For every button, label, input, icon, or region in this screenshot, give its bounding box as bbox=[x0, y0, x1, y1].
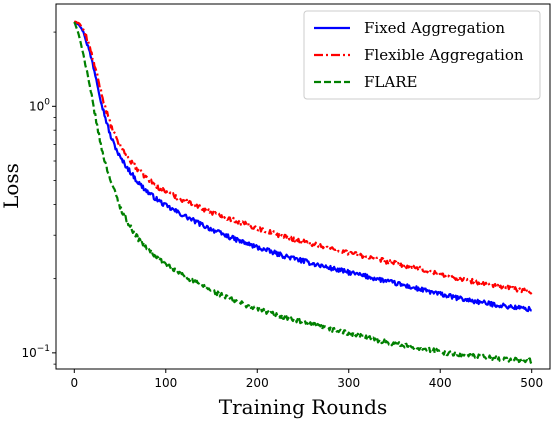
x-tick-label: 500 bbox=[520, 376, 543, 390]
y-tick-exponent: −1 bbox=[37, 344, 50, 354]
x-axis-label: Training Rounds bbox=[219, 395, 387, 419]
y-tick-label: 10−1 bbox=[21, 344, 50, 360]
y-tick-exponent: 0 bbox=[44, 97, 50, 107]
legend: Fixed Aggregation Flexible Aggregation FLA… bbox=[303, 10, 541, 100]
x-tick-label: 300 bbox=[337, 376, 360, 390]
legend-label: Flexible Aggregation bbox=[364, 46, 524, 64]
axes-frame bbox=[55, 3, 551, 370]
y-axis-label: Loss bbox=[0, 163, 23, 209]
x-tick-label: 400 bbox=[429, 376, 452, 390]
x-tick-label: 100 bbox=[154, 376, 177, 390]
legend-box bbox=[303, 10, 541, 100]
series-line bbox=[73, 21, 532, 313]
series-line bbox=[73, 20, 533, 295]
series-layer bbox=[73, 20, 533, 364]
x-axis-ticks: 0 100 200 300 400 500 bbox=[70, 369, 543, 390]
legend-label: FLARE bbox=[364, 73, 417, 91]
x-tick-label: 200 bbox=[246, 376, 269, 390]
y-tick-base: 10 bbox=[21, 346, 36, 360]
legend-label: Fixed Aggregation bbox=[364, 19, 505, 37]
y-tick-base: 10 bbox=[29, 99, 44, 113]
y-tick-label: 100 bbox=[29, 97, 50, 113]
series-line bbox=[73, 21, 533, 364]
plot-area bbox=[55, 3, 551, 370]
x-tick-label: 0 bbox=[70, 376, 78, 390]
